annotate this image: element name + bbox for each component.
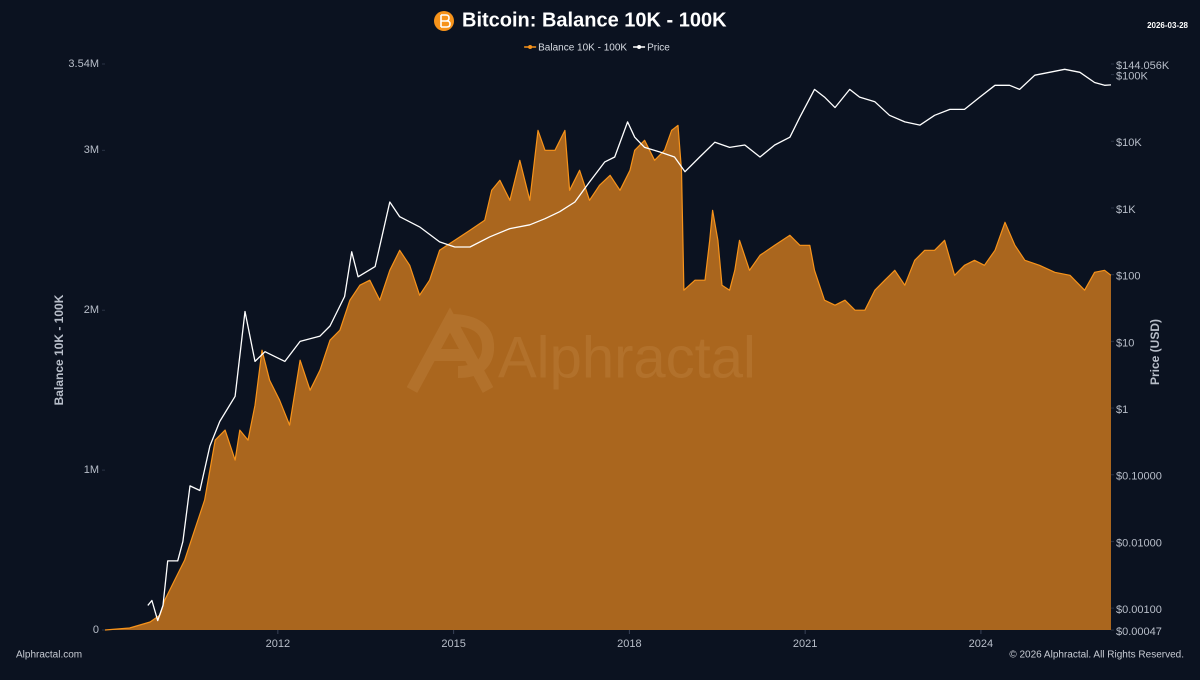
legend-item: Price (633, 43, 670, 54)
legend-dot (637, 45, 642, 49)
y2-tick-label: $1K (1116, 204, 1136, 216)
line (147, 68, 1112, 622)
y2-tick-label: $10 (1116, 337, 1134, 349)
legend: Balance 10K - 100K Price (524, 43, 670, 54)
footer-left: Alphractal.com (16, 650, 82, 661)
y2-tick-label: $10K (1116, 137, 1142, 149)
x-tick-label: 2015 (441, 638, 465, 650)
plot-area (104, 68, 1112, 631)
y-axis-label: Balance 10K - 100K (52, 294, 66, 405)
y2-tick-label: $100 (1116, 271, 1140, 283)
bitcoin-icon-glyph (440, 14, 451, 28)
y-tick-label: 1M (84, 464, 99, 476)
y-tick-label: 2M (84, 304, 99, 316)
y2-axis-label: Price (USD) (1148, 319, 1162, 385)
y2-tick-label: $0.10000 (1116, 471, 1162, 483)
y2-tick-label: $144.056K (1116, 60, 1170, 72)
y-tick-label: 0 (93, 624, 99, 636)
x-tick-label: 2024 (969, 638, 993, 650)
x-tick-label: 2018 (617, 638, 641, 650)
y-tick-label: 3.54M (68, 58, 99, 70)
area (105, 125, 1111, 631)
legend-label: Price (647, 43, 670, 54)
y-tick-label: 3M (84, 144, 99, 156)
legend-dot (528, 45, 533, 49)
watermark-logo (406, 307, 495, 393)
y2-tick-label: $100K (1116, 70, 1148, 82)
line (104, 124, 1112, 631)
legend-label: Balance 10K - 100K (538, 43, 627, 54)
x-tick-label: 2012 (266, 638, 290, 650)
y2-tick-label: $1 (1116, 404, 1128, 416)
watermark: Alphractal (406, 307, 756, 393)
y2-tick-label: $0.00100 (1116, 604, 1162, 616)
chart-title: Bitcoin: Balance 10K - 100K (462, 9, 727, 31)
legend-item: Balance 10K - 100K (524, 43, 627, 54)
watermark-text: Alphractal (498, 325, 756, 390)
y2-tick-label: $0.01000 (1116, 537, 1162, 549)
x-tick-label: 2021 (793, 638, 817, 650)
date-label: 2026-03-28 (1147, 21, 1188, 30)
footer-right: © 2026 Alphractal. All Rights Reserved. (1009, 650, 1184, 661)
y2-tick-label: $0.00047 (1116, 626, 1162, 638)
